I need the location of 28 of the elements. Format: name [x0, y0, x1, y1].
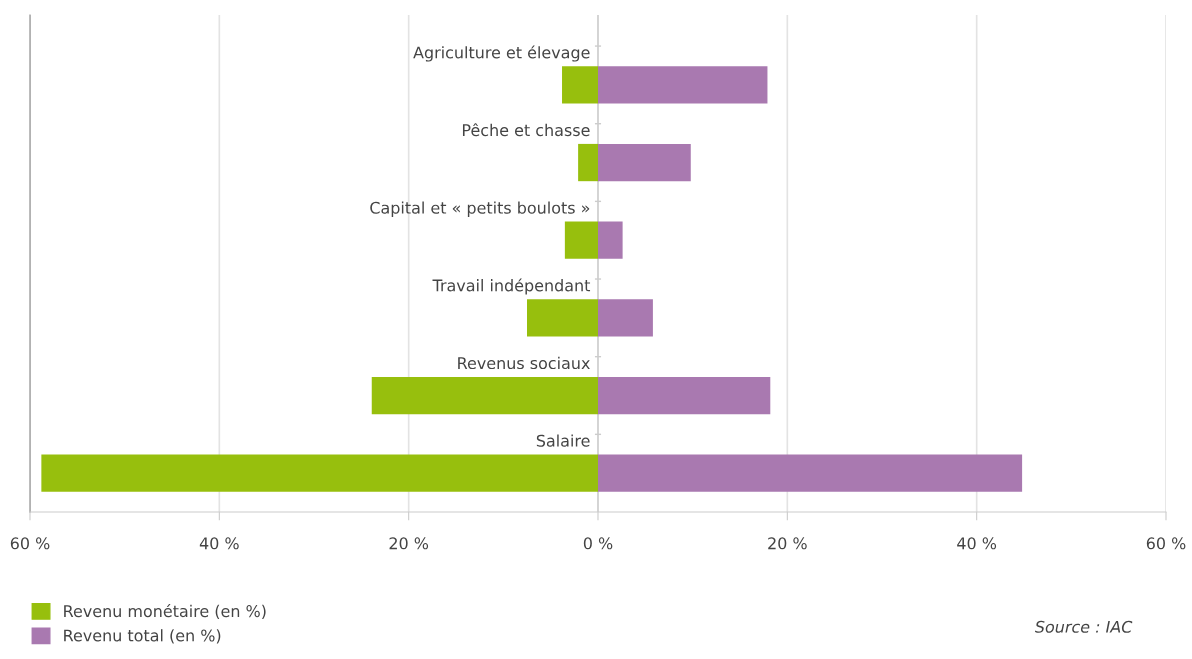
legend-label: Revenu monétaire (en %)	[64, 604, 266, 619]
x-tick-label: 40 %	[199, 537, 239, 550]
bar	[41, 454, 598, 492]
x-tick-label: 20 %	[768, 537, 807, 550]
x-tick-label: 40 %	[957, 537, 997, 550]
y-tick-label: Agriculture et élevage	[413, 45, 590, 62]
bar	[578, 143, 598, 182]
x-tick-label: 20 %	[389, 537, 429, 550]
x-tick-label: 60 %	[10, 537, 50, 550]
bar	[371, 376, 598, 415]
y-tick-label: Pêche et chasse	[462, 123, 590, 137]
bar	[527, 299, 598, 337]
legend-label: Revenu total (en %)	[64, 629, 221, 644]
bar	[562, 66, 598, 104]
x-tick-label: 60 %	[1146, 537, 1186, 550]
bar	[598, 454, 1023, 492]
bar	[598, 143, 691, 182]
source-note: Source : IAC	[1034, 620, 1133, 633]
bar	[598, 221, 623, 259]
bar	[598, 299, 653, 337]
bar	[598, 66, 768, 104]
x-tick-label: 0 %	[583, 537, 613, 550]
y-tick-label: Capital et « petits boulots »	[370, 201, 590, 217]
bar	[598, 376, 771, 415]
y-tick-label: Revenus sociaux	[458, 356, 590, 370]
y-tick-label: Travail indépendant	[432, 278, 591, 295]
bar	[564, 221, 598, 259]
y-tick-label: Salaire	[536, 434, 590, 447]
